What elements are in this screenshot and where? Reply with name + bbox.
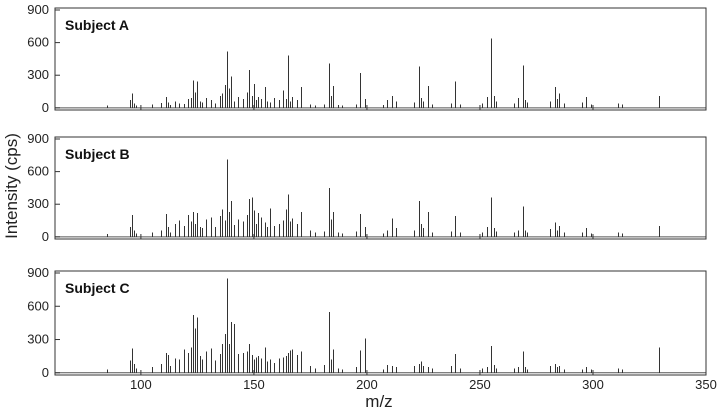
x-tick-label: 200 (356, 377, 378, 392)
panel-3: 0 300 600 900 Subject C (27, 265, 707, 380)
y-tick-label: 600 (27, 35, 49, 50)
y-tick-label: 900 (27, 2, 49, 17)
y-tick-label: 900 (27, 265, 49, 280)
x-tick-label: 150 (243, 377, 265, 392)
panel-2: 0 300 600 900 Subject B (27, 131, 707, 244)
panel-title: Subject C (65, 280, 130, 296)
y-tick-label: 0 (42, 229, 49, 244)
panels-group: 0 300 600 900 Subject A 0 300 600 900 Subject B 0 3… (27, 2, 717, 392)
y-tick-label: 300 (27, 196, 49, 211)
y-tick-label: 0 (42, 100, 49, 115)
x-tick-label: 350 (695, 377, 717, 392)
y-tick-label: 300 (27, 332, 49, 347)
y-tick-label: 900 (27, 131, 49, 146)
panel-frame (54, 136, 707, 240)
y-axis-title: Intensity (cps) (2, 133, 21, 239)
y-tick-label: 300 (27, 67, 49, 82)
panel-title: Subject B (65, 146, 130, 162)
panel-1: 0 300 600 900 Subject A (27, 2, 707, 115)
x-tick-label: 100 (130, 377, 152, 392)
y-tick-label: 600 (27, 164, 49, 179)
x-axis-title: m/z (365, 392, 392, 411)
x-tick-label: 250 (469, 377, 491, 392)
panel-title: Subject A (65, 17, 129, 33)
y-tick-label: 600 (27, 298, 49, 313)
x-tick-label: 300 (582, 377, 604, 392)
y-tick-label: 0 (42, 365, 49, 380)
panel-frame (54, 7, 707, 111)
panel-frame (54, 270, 707, 376)
